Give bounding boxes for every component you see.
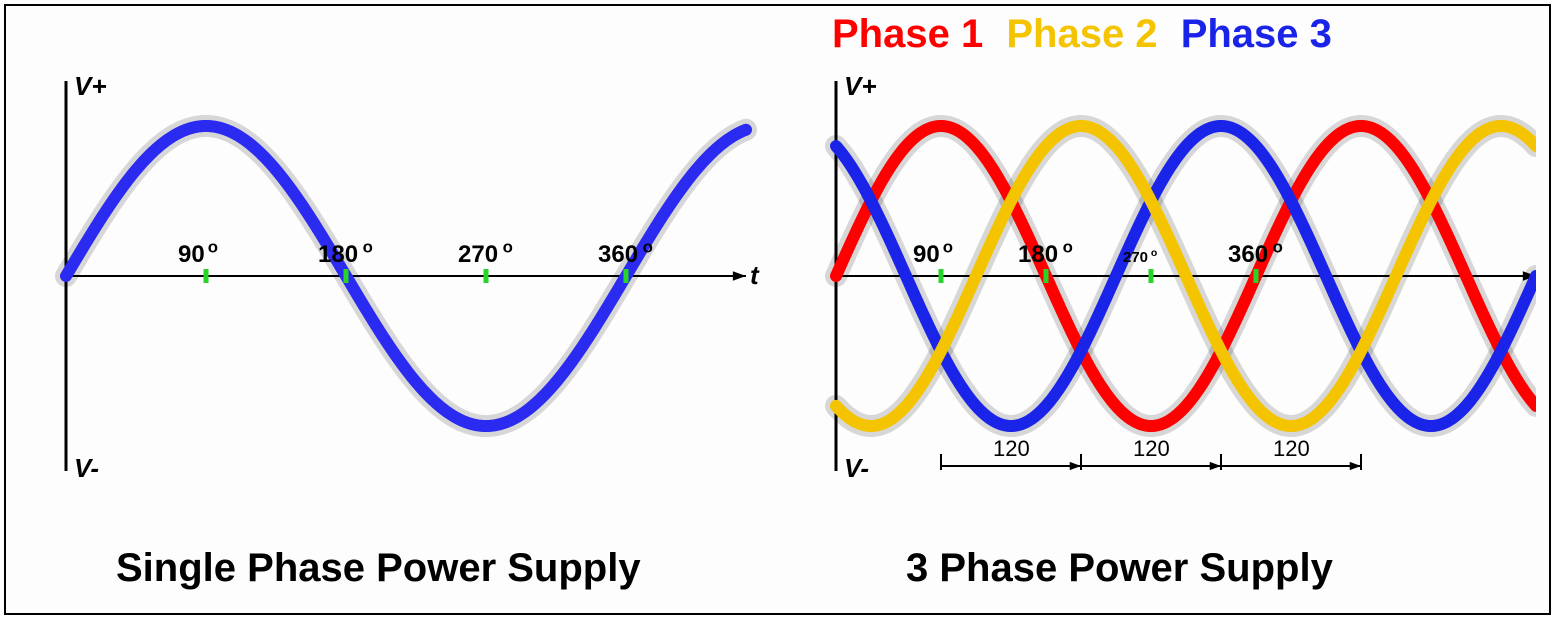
svg-text:o: o (943, 237, 953, 256)
svg-text:180: 180 (1018, 241, 1058, 268)
svg-text:o: o (363, 237, 373, 256)
diagram-frame: Phase 1 Phase 2 Phase 3 V+V-t90o180o270o… (4, 4, 1551, 615)
svg-text:180: 180 (318, 241, 358, 268)
svg-text:90: 90 (913, 241, 940, 268)
legend-phase3: Phase 3 (1175, 12, 1338, 56)
svg-text:270: 270 (1123, 249, 1148, 266)
svg-text:V+: V+ (844, 71, 877, 101)
three-phase-chart: V+V-t90o180o270o360o120120120 (796, 56, 1536, 516)
svg-text:120: 120 (993, 436, 1030, 461)
single-phase-chart: V+V-t90o180o270o360o (26, 56, 766, 516)
phase-legend: Phase 1 Phase 2 Phase 3 (826, 12, 1338, 57)
svg-text:V-: V- (74, 453, 99, 483)
legend-phase1: Phase 1 (826, 12, 989, 56)
caption-three: 3 Phase Power Supply (906, 546, 1333, 591)
svg-text:V+: V+ (74, 71, 107, 101)
svg-text:o: o (643, 237, 653, 256)
svg-text:o: o (503, 237, 513, 256)
svg-text:o: o (1151, 247, 1157, 259)
svg-text:V-: V- (844, 453, 869, 483)
svg-text:120: 120 (1133, 436, 1170, 461)
svg-text:o: o (1063, 237, 1073, 256)
three-phase-panel: V+V-t90o180o270o360o120120120 (796, 56, 1536, 516)
svg-text:360: 360 (598, 241, 638, 268)
svg-text:270: 270 (458, 241, 498, 268)
svg-text:120: 120 (1273, 436, 1310, 461)
svg-text:o: o (208, 237, 218, 256)
svg-text:360: 360 (1228, 241, 1268, 268)
legend-phase2: Phase 2 (1000, 12, 1163, 56)
svg-text:t: t (750, 260, 760, 290)
svg-text:90: 90 (178, 241, 205, 268)
caption-single: Single Phase Power Supply (116, 546, 641, 591)
svg-text:o: o (1273, 237, 1283, 256)
single-phase-panel: V+V-t90o180o270o360o (26, 56, 766, 516)
